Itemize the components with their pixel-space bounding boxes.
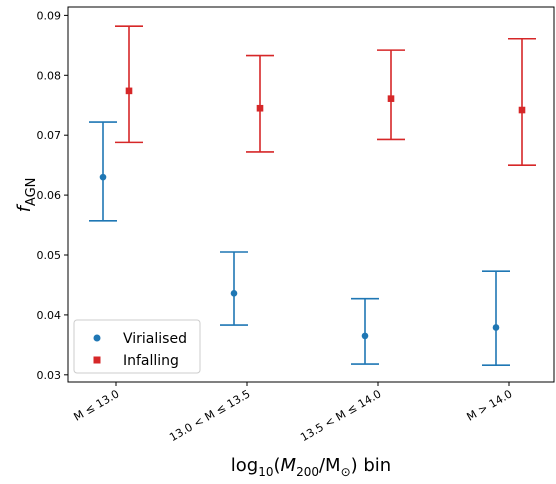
x-tick-label: M ≤ 13.0: [72, 387, 122, 423]
y-tick-label: 0.03: [37, 369, 62, 382]
legend-frame: [73, 319, 201, 374]
y-tick-label: 0.06: [37, 189, 62, 202]
legend-label-infalling: Infalling: [123, 353, 179, 369]
plot-frame: [67, 6, 555, 383]
x-label-msun: /M: [319, 455, 341, 476]
y-tick-label: 0.08: [37, 69, 62, 82]
y-label-sub: AGN: [24, 178, 39, 206]
x-label-sub2: 200: [296, 465, 319, 479]
legend-marker-infalling: [93, 356, 101, 364]
x-label-mass: M: [281, 455, 297, 476]
y-label-f: f: [14, 203, 35, 212]
legend: Virialised Infalling: [73, 319, 201, 374]
x-axis-label: log10(M200/M⊙) bin: [231, 455, 391, 479]
data-point-infalling: [387, 95, 395, 102]
y-axis-ticks: 0.03 0.04 0.05 0.06 0.07 0.08 0.09: [37, 9, 68, 382]
data-point-infalling: [256, 104, 264, 112]
y-tick-label: 0.05: [37, 249, 62, 262]
y-axis-label: fAGN: [14, 178, 39, 213]
data-point-infalling: [518, 106, 526, 114]
data-point-virialised: [99, 173, 107, 181]
legend-marker-virialised: [93, 334, 101, 342]
x-label-open: (: [274, 455, 281, 476]
x-label-sub3: ⊙: [341, 465, 351, 479]
x-label-suffix: ) bin: [351, 455, 392, 476]
series-layer: [89, 25, 536, 367]
y-tick-label: 0.07: [37, 129, 62, 142]
data-point-virialised: [230, 290, 238, 297]
x-tick-label: M > 14.0: [465, 387, 515, 423]
x-tick-label: 13.0 < M ≤ 13.5: [167, 387, 252, 444]
axes-layer: [67, 6, 555, 383]
y-tick-label: 0.09: [37, 9, 62, 22]
x-axis-ticks: M ≤ 13.0 13.0 < M ≤ 13.5 13.5 < M ≤ 14.0 M …: [72, 382, 515, 444]
x-label-sub1: 10: [258, 465, 273, 479]
data-point-virialised: [361, 332, 369, 340]
x-tick-label: 13.5 < M ≤ 14.0: [298, 387, 383, 444]
legend-label-virialised: Virialised: [123, 331, 187, 347]
x-label-prefix: log: [231, 455, 258, 476]
data-point-infalling: [125, 87, 133, 95]
y-tick-label: 0.04: [37, 309, 62, 322]
data-point-virialised: [492, 324, 500, 331]
